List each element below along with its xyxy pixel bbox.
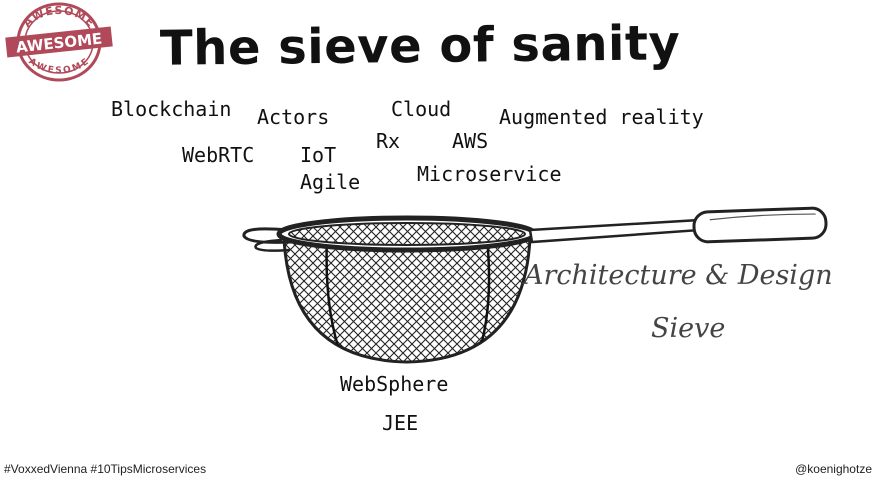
- sieve-label-line2: Sieve: [651, 313, 726, 344]
- awesome-stamp-icon: AWESOME AWESOME AWESOME: [5, 2, 113, 82]
- word-jee: JEE: [382, 411, 419, 435]
- word-rx: Rx: [376, 129, 401, 153]
- svg-text:AWESOME: AWESOME: [21, 4, 98, 30]
- word-websphere: WebSphere: [340, 372, 449, 396]
- word-iot: IoT: [300, 143, 337, 167]
- word-webrtc: WebRTC: [182, 143, 255, 167]
- word-agile: Agile: [300, 170, 361, 194]
- word-actors: Actors: [257, 105, 330, 129]
- footer-hashtags: #VoxxedVienna #10TipsMicroservices: [4, 462, 207, 476]
- word-blockchain: Blockchain: [111, 97, 232, 121]
- stamp-center-text: AWESOME: [15, 30, 103, 57]
- slide-title: The sieve of sanity: [159, 15, 681, 77]
- kitchen-sieve-icon: [242, 206, 828, 364]
- word-cloud: Cloud: [391, 97, 452, 121]
- sieve-label-line1: Architecture & Design: [524, 260, 833, 291]
- word-microservice: Microservice: [417, 162, 562, 186]
- footer-handle: @koenighotze: [795, 462, 872, 476]
- word-aws: AWS: [452, 129, 489, 153]
- word-augmented-reality: Augmented reality: [499, 105, 704, 129]
- stamp-top-text: AWESOME: [21, 4, 97, 30]
